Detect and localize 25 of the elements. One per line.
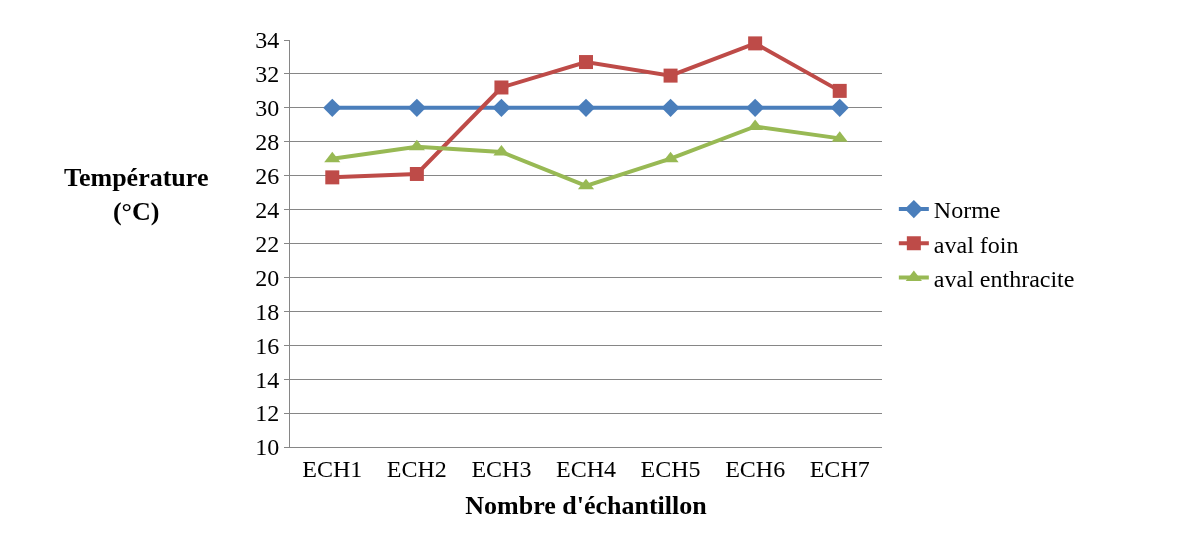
y-tick-label: 12 — [255, 400, 280, 427]
y-tick-label: 18 — [255, 298, 280, 325]
y-tick-label: 28 — [255, 129, 280, 156]
x-tick-label: ECH6 — [725, 455, 786, 482]
x-axis-title: Nombre d'échantillon — [465, 491, 708, 521]
y-axis-title: Température (°C) — [64, 163, 209, 226]
x-tick-label: ECH4 — [556, 455, 616, 482]
y-tick-label: 16 — [255, 332, 280, 359]
y-tick-label: 24 — [255, 196, 280, 223]
y-tick-label: 22 — [255, 230, 280, 257]
y-tick-label: 34 — [255, 27, 280, 54]
legend-label: aval foin — [933, 231, 1019, 258]
y-tick-label: 30 — [255, 95, 280, 122]
legend-label: Norme — [933, 197, 1001, 224]
legend-label: aval enthracite — [933, 265, 1075, 292]
x-tick-label: ECH3 — [471, 455, 532, 482]
x-tick-label: ECH5 — [640, 455, 701, 482]
y-tick-label: 10 — [255, 434, 280, 461]
x-tick-label: ECH1 — [302, 455, 363, 482]
x-tick-label: ECH2 — [386, 455, 447, 482]
y-tick-label: 26 — [255, 163, 280, 190]
y-tick-label: 32 — [255, 61, 280, 88]
y-tick-label: 20 — [255, 264, 280, 291]
y-tick-label: 14 — [255, 366, 280, 393]
x-tick-label: ECH7 — [809, 455, 870, 482]
